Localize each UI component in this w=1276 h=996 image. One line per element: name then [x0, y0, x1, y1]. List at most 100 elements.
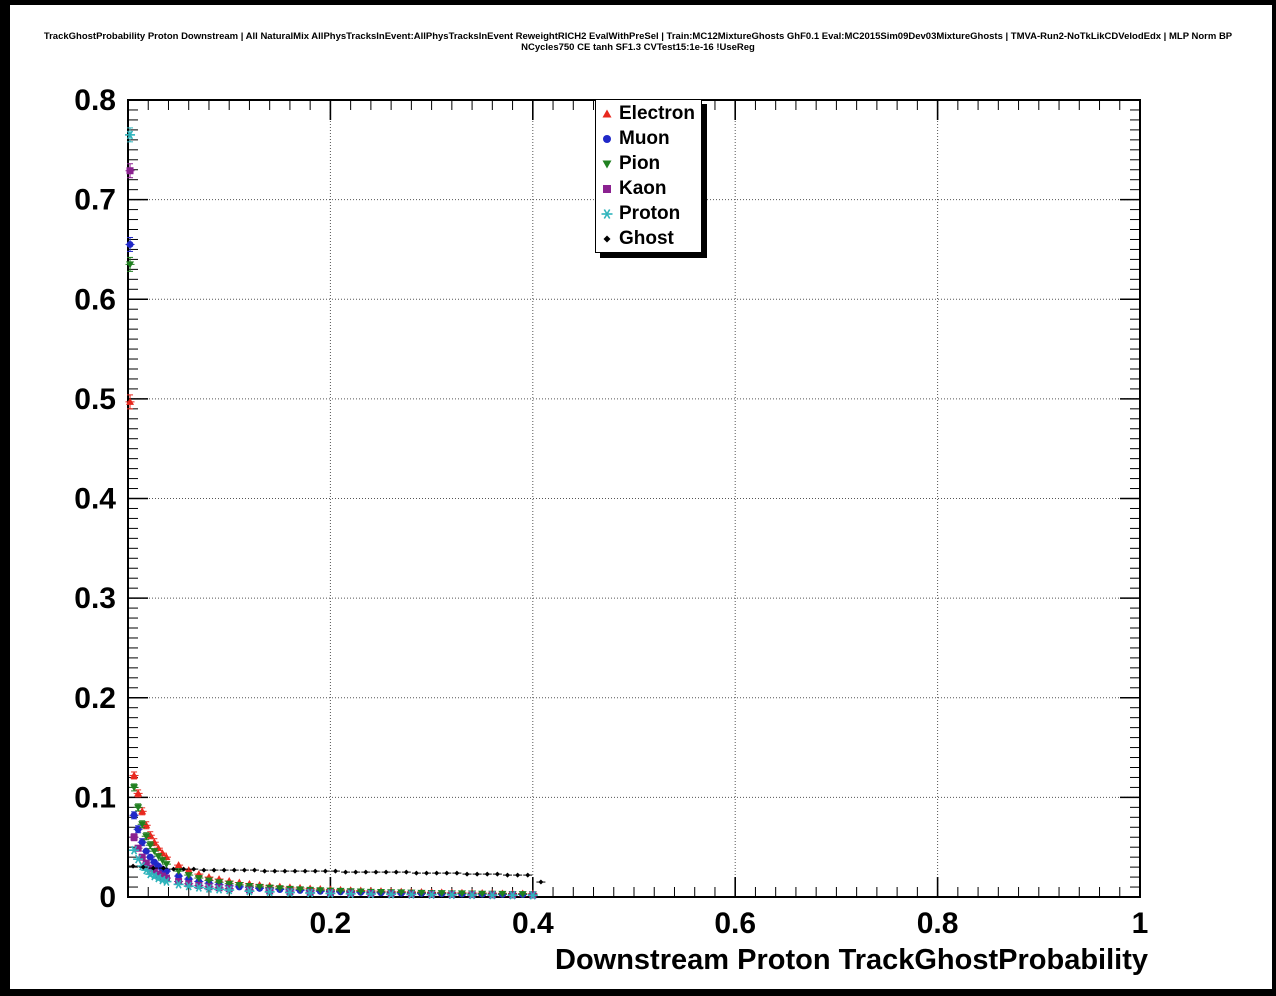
marker-square [603, 184, 611, 193]
marker-triangle-down [602, 160, 612, 168]
marker-diamond [282, 868, 288, 874]
x-tick-label: 0.8 [917, 907, 959, 940]
marker-diamond [343, 869, 349, 875]
marker-diamond [363, 869, 369, 875]
legend-item-ghost: Ghost [598, 226, 695, 251]
marker-star [193, 883, 204, 892]
series-muon [125, 236, 538, 899]
marker-star [183, 881, 194, 891]
marker-triangle-down [296, 886, 305, 894]
y-tick-label: 0.5 [74, 383, 116, 416]
marker-triangle-down [194, 875, 203, 883]
legend-item-kaon: Kaon [598, 176, 695, 201]
marker-star [133, 854, 144, 864]
legend-item-muon: Muon [598, 126, 695, 151]
marker-triangle-up [126, 397, 135, 405]
marker-diamond [171, 866, 177, 872]
marker-triangle-down [215, 879, 224, 887]
marker-diamond [262, 868, 268, 874]
marker-circle [126, 240, 134, 248]
marker-diamond [383, 869, 389, 875]
marker-triangle-down [204, 877, 213, 885]
marker-diamond [322, 868, 328, 874]
marker-star [244, 886, 255, 896]
marker-triangle-down [184, 872, 193, 880]
legend-box: Electron Muon Pion Kaon Proton Ghost [595, 99, 703, 253]
marker-triangle-down [146, 842, 155, 850]
x-tick-label: 0.2 [310, 907, 352, 940]
marker-diamond [454, 870, 460, 876]
y-tick-label: 0.4 [74, 483, 116, 516]
marker-square [162, 874, 170, 882]
marker-square [154, 870, 162, 878]
marker-triangle-down [162, 861, 171, 869]
marker-diamond [444, 870, 450, 876]
marker-diamond [211, 867, 217, 873]
marker-diamond [181, 866, 187, 872]
y-tick-label: 0.7 [74, 184, 116, 217]
legend-marker-proton [601, 208, 613, 219]
marker-circle [175, 872, 183, 880]
marker-square [195, 881, 203, 889]
marker-triangle-down [126, 261, 135, 269]
marker-triangle-down [130, 784, 139, 792]
x-tick-label: 1 [1132, 907, 1149, 940]
legend-marker-kaon [603, 184, 611, 193]
marker-triangle-down [417, 889, 426, 897]
marker-diamond [201, 867, 207, 873]
marker-triangle-down [134, 804, 143, 812]
marker-diamond [464, 871, 470, 877]
marker-diamond [538, 879, 544, 885]
marker-circle [130, 811, 138, 819]
legend-item-pion: Pion [598, 151, 695, 176]
y-tick-label: 0.1 [74, 781, 116, 814]
marker-triangle-down [174, 868, 183, 876]
marker-star [601, 208, 613, 219]
marker-star [173, 879, 184, 889]
marker-triangle-down [158, 857, 167, 865]
marker-star [125, 130, 136, 140]
marker-circle [134, 825, 142, 833]
marker-diamond [393, 869, 399, 875]
y-tick-label: 0.8 [74, 84, 116, 117]
series-kaon [125, 163, 538, 899]
marker-star [325, 889, 336, 898]
marker-diamond [231, 867, 237, 873]
marker-square [126, 167, 134, 175]
marker-square [142, 859, 150, 867]
marker-star [386, 889, 397, 899]
marker-star [214, 884, 225, 894]
marker-star [406, 890, 417, 899]
marker-star [507, 890, 518, 900]
marker-square [130, 833, 138, 841]
marker-triangle-down [478, 890, 487, 898]
marker-diamond [272, 868, 278, 874]
marker-square [150, 867, 158, 875]
marker-star [264, 887, 275, 897]
marker-diamond [434, 870, 440, 876]
marker-diamond [424, 870, 430, 876]
y-tick-label: 0.6 [74, 283, 116, 316]
marker-triangle-down [397, 889, 406, 897]
legend-item-proton: Proton [598, 201, 695, 226]
marker-circle [146, 853, 154, 861]
marker-diamond [373, 869, 379, 875]
marker-triangle-up [130, 771, 139, 779]
legend-marker-pion [602, 160, 612, 168]
marker-star [161, 877, 172, 886]
marker-diamond [150, 865, 156, 871]
marker-circle [603, 134, 611, 143]
x-tick-label: 0.6 [714, 907, 756, 940]
series-electron [125, 394, 538, 897]
marker-star [467, 890, 478, 900]
marker-diamond [191, 866, 197, 872]
marker-star [305, 888, 316, 898]
marker-star [365, 889, 376, 899]
marker-triangle-down [377, 889, 385, 897]
marker-triangle-down [356, 888, 365, 896]
marker-diamond [505, 872, 510, 878]
marker-triangle-up [184, 866, 193, 874]
series-pion [125, 256, 538, 899]
legend-label: Pion [619, 153, 661, 174]
